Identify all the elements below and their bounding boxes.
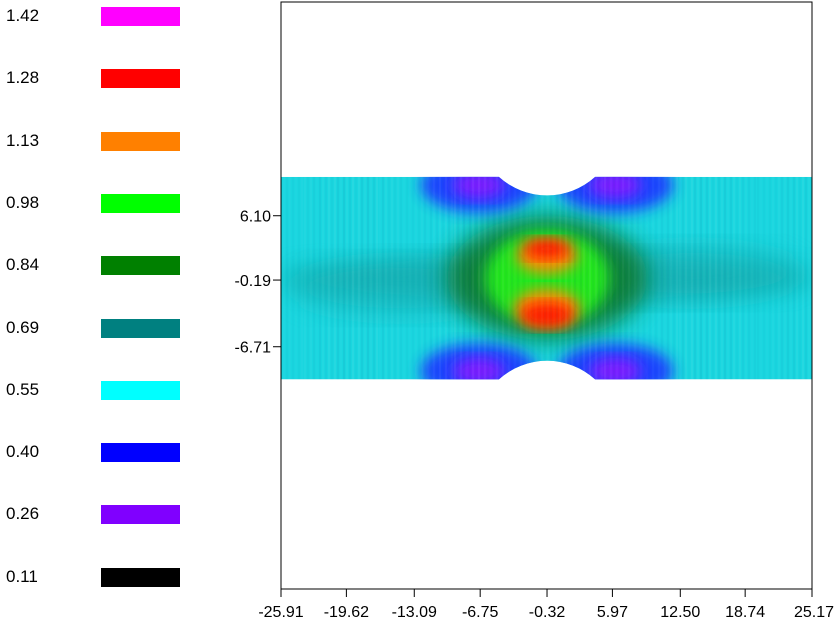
colorbar-legend: 1.42 1.28 1.13 0.98 0.84 0.69 0.55 0.40 0.26 0.11 [0, 0, 200, 640]
legend-item: 0.26 [0, 502, 200, 526]
legend-label: 1.42 [6, 6, 40, 25]
y-tick-label: 6.10 [240, 209, 271, 226]
legend-label: 0.98 [6, 192, 40, 212]
legend-item: 0.98 [0, 191, 200, 215]
legend-label: 0.84 [6, 255, 40, 275]
legend-label: 0.40 [6, 442, 40, 462]
legend-swatch [101, 256, 180, 276]
x-tick-label: 25.17 [794, 604, 834, 621]
legend-swatch [101, 567, 180, 587]
ligament-green [485, 230, 610, 327]
legend-item: 1.28 [0, 66, 200, 90]
x-axis: -25.91 -19.62 -13.09 -6.75 -0.32 5.97 12.50 18.… [258, 589, 834, 621]
legend-swatch [101, 131, 180, 151]
x-tick-label: -6.75 [462, 604, 499, 621]
x-tick-label: 18.74 [725, 604, 765, 621]
legend-item: 0.55 [0, 378, 200, 402]
shoulder-top-left-purple [452, 176, 505, 199]
y-tick-label: -6.71 [235, 340, 272, 357]
legend-item: 0.84 [0, 253, 200, 277]
x-tick-label: 12.50 [660, 604, 700, 621]
shoulder-top-right-purple [589, 176, 642, 199]
legend-item: 0.11 [0, 565, 200, 589]
x-tick-label: -13.09 [392, 604, 437, 621]
legend-item: 1.42 [0, 4, 200, 28]
hotspot-bottom-red [519, 302, 576, 329]
y-tick-label: -0.19 [235, 273, 272, 290]
hotspot-top-red [523, 238, 572, 259]
legend-swatch [101, 7, 180, 26]
strain-field [281, 176, 812, 380]
shoulder-bottom-left-purple [452, 357, 505, 380]
legend-label: 0.69 [6, 317, 40, 337]
x-tick-label: -19.62 [324, 604, 369, 621]
legend-swatch [101, 69, 180, 89]
legend-label: 0.26 [6, 504, 40, 524]
legend-label: 1.13 [6, 130, 40, 150]
x-tick-label: -0.32 [529, 604, 566, 621]
legend-swatch [101, 193, 180, 213]
legend-label: 1.28 [6, 68, 40, 88]
x-tick-label: -25.91 [258, 604, 303, 621]
shoulder-bottom-right-purple [589, 357, 642, 380]
y-axis: 6.10 -0.19 -6.71 [235, 209, 281, 357]
legend-swatch [101, 505, 180, 525]
legend-item: 0.69 [0, 316, 200, 340]
x-tick-label: 5.97 [597, 604, 628, 621]
legend-item: 0.40 [0, 440, 200, 464]
plot-frame [280, 1, 813, 590]
legend-swatch [101, 380, 180, 400]
legend-swatch [101, 318, 180, 338]
legend-item: 1.13 [0, 129, 200, 153]
legend-swatch [101, 443, 180, 463]
legend-label: 0.11 [6, 566, 38, 586]
legend-label: 0.55 [6, 379, 40, 399]
